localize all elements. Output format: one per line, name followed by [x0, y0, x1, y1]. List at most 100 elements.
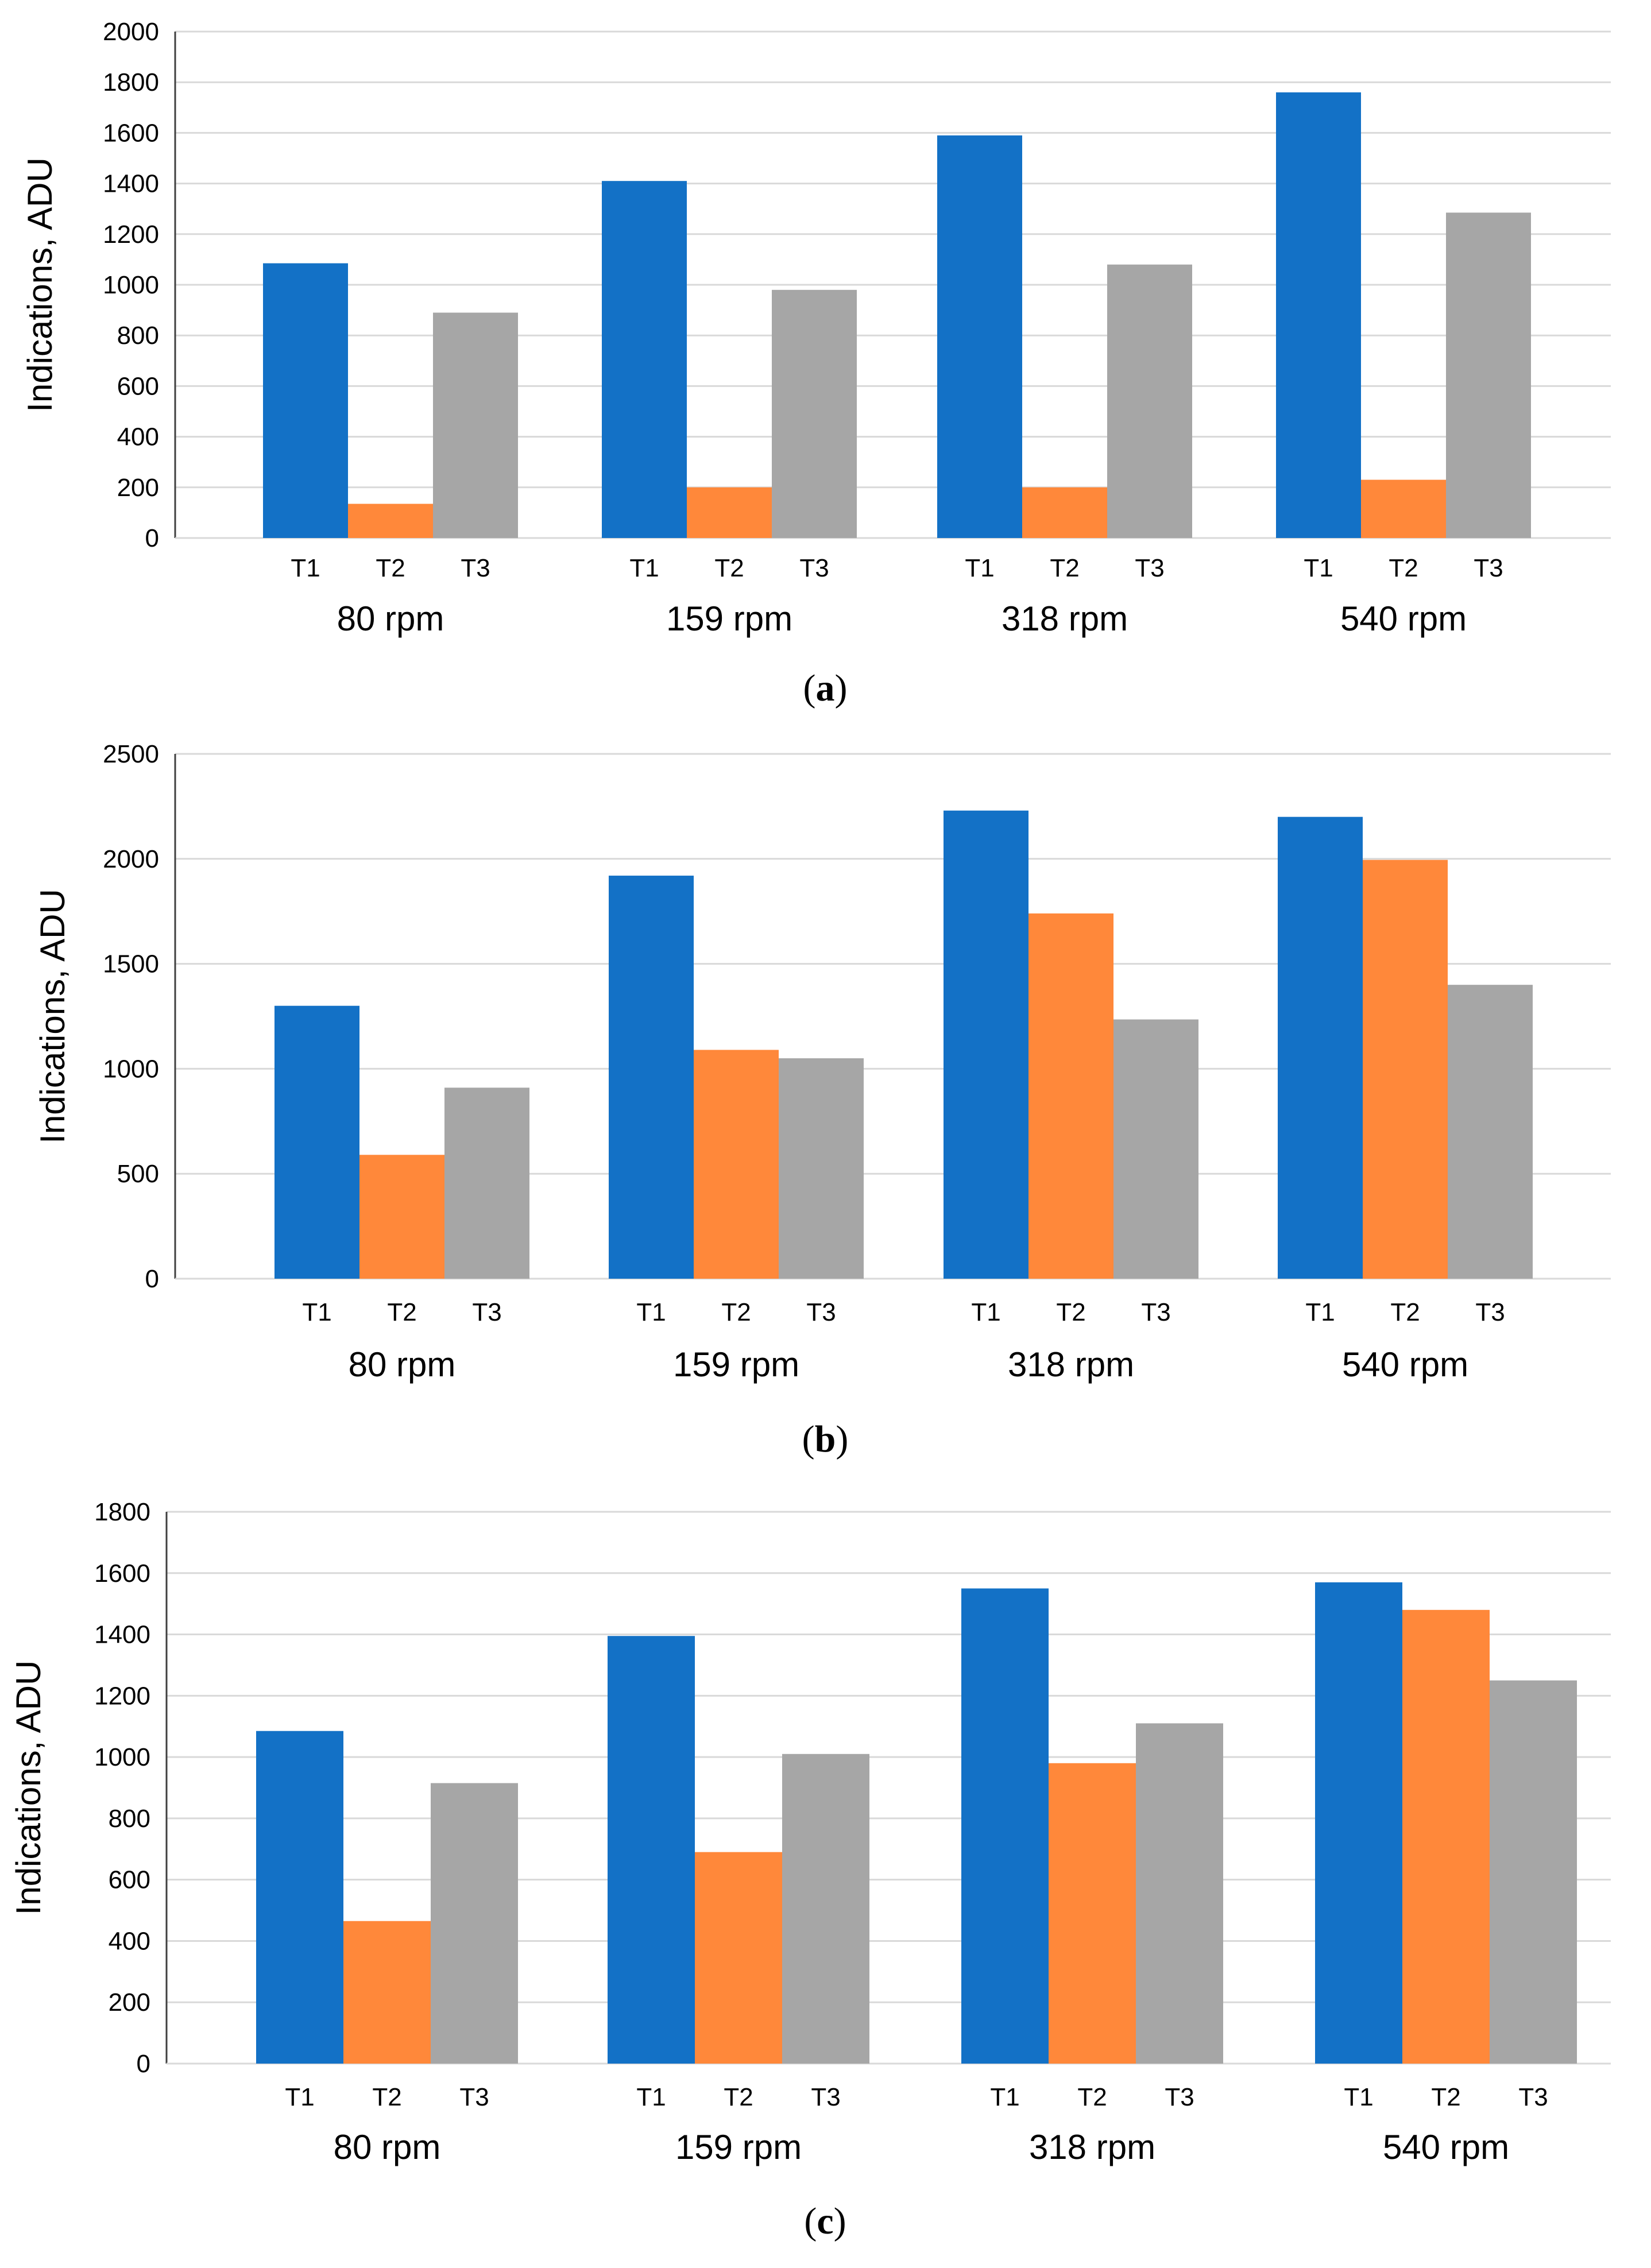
x-sub-label-t1: T1: [965, 554, 994, 582]
bar-t2-159-rpm: [687, 487, 772, 538]
y-tick-label: 1000: [103, 1055, 159, 1083]
y-tick-label: 1200: [94, 1682, 150, 1710]
x-sub-label-t1: T1: [971, 1298, 1000, 1326]
x-sub-label-t1: T1: [1305, 1298, 1335, 1326]
y-tick-label: 1400: [94, 1621, 150, 1649]
x-sub-label-t3: T3: [1135, 554, 1164, 582]
x-sub-label-t3: T3: [1474, 554, 1503, 582]
bar-t3-80-rpm: [433, 312, 518, 538]
x-group-label: 540 rpm: [1383, 2128, 1509, 2166]
y-tick-label: 200: [109, 1988, 150, 2017]
bar-t2-80-rpm: [348, 504, 433, 538]
y-tick-label: 0: [145, 1265, 159, 1293]
x-group-label: 318 rpm: [1008, 1345, 1134, 1384]
y-axis-title: Indications, ADU: [21, 157, 59, 412]
chart-panel-a: 0 200 400 600 800 1000 1200 1400 1600 1800 2000 Ind…: [21, 18, 1611, 709]
bar-t1-159-rpm: [608, 1636, 695, 2064]
x-sub-label-t3: T3: [811, 2083, 840, 2111]
x-group-label: 80 rpm: [349, 1345, 456, 1384]
bar-t3-80-rpm: [444, 1087, 529, 1279]
y-tick-label: 500: [117, 1160, 159, 1188]
x-sub-label-t3: T3: [459, 2083, 489, 2111]
bar-t3-159-rpm: [779, 1058, 864, 1279]
x-sub-label-t2: T2: [1050, 554, 1079, 582]
x-sub-label-t2: T2: [714, 554, 744, 582]
bar-t1-318-rpm: [937, 135, 1022, 538]
bar-t1-80-rpm: [263, 263, 348, 538]
bar-t1-80-rpm: [274, 1005, 359, 1279]
chart-panel-c: 0 200 400 600 800 1000 1200 1400 1600 1800 Indicat…: [9, 1498, 1611, 2242]
y-tick-label: 2000: [103, 845, 159, 873]
y-tick-label: 0: [145, 524, 159, 552]
bar-t2-540-rpm: [1363, 860, 1448, 1279]
x-sub-label-t2: T2: [721, 1298, 751, 1326]
y-axis-title: Indications, ADU: [9, 1661, 48, 1915]
x-group-label: 540 rpm: [1342, 1345, 1468, 1384]
y-tick-label: 1200: [103, 220, 159, 249]
x-sub-label-t2: T2: [1077, 2083, 1107, 2111]
y-tick-label: 1400: [103, 170, 159, 198]
bar-t2-318-rpm: [1022, 487, 1107, 538]
y-tick-label: 600: [109, 1866, 150, 1894]
y-tick-label: 1600: [103, 119, 159, 147]
bar-t1-540-rpm: [1278, 816, 1363, 1279]
bar-t1-318-rpm: [944, 810, 1029, 1279]
bar-t2-159-rpm: [694, 1050, 779, 1279]
bar-t1-80-rpm: [256, 1731, 343, 2064]
y-tick-label: 800: [109, 1805, 150, 1833]
y-tick-label: 200: [117, 474, 159, 502]
panel-caption: (a): [803, 667, 848, 709]
bar-t3-159-rpm: [782, 1754, 869, 2064]
bar-t1-318-rpm: [961, 1588, 1049, 2064]
y-tick-label: 400: [117, 423, 159, 451]
bar-t3-318-rpm: [1107, 264, 1192, 538]
bar-t3-318-rpm: [1113, 1019, 1198, 1279]
bar-t2-540-rpm: [1361, 479, 1446, 538]
x-sub-label-t3: T3: [1165, 2083, 1194, 2111]
y-tick-label: 1600: [94, 1559, 150, 1588]
x-sub-label-t1: T1: [285, 2083, 314, 2111]
x-sub-label-t3: T3: [1475, 1298, 1505, 1326]
y-tick-label: 2500: [103, 740, 159, 768]
bar-t2-80-rpm: [359, 1155, 444, 1279]
bar-t2-318-rpm: [1029, 913, 1113, 1279]
x-sub-label-t2: T2: [387, 1298, 416, 1326]
x-sub-label-t2: T2: [1389, 554, 1418, 582]
bar-t3-318-rpm: [1136, 1723, 1223, 2064]
x-sub-label-t2: T2: [1431, 2083, 1460, 2111]
x-sub-label-t1: T1: [302, 1298, 331, 1326]
bar-t1-159-rpm: [609, 876, 694, 1279]
y-tick-label: 1000: [94, 1743, 150, 1771]
x-sub-label-t2: T2: [376, 554, 405, 582]
y-tick-label: 1000: [103, 271, 159, 299]
x-sub-label-t3: T3: [461, 554, 490, 582]
x-sub-label-t3: T3: [799, 554, 829, 582]
x-sub-label-t1: T1: [629, 554, 659, 582]
x-sub-label-t3: T3: [472, 1298, 501, 1326]
x-group-label: 80 rpm: [337, 599, 444, 638]
y-tick-label: 1800: [94, 1498, 150, 1526]
x-group-label: 80 rpm: [334, 2128, 441, 2166]
x-sub-label-t2: T2: [372, 2083, 401, 2111]
bar-t1-540-rpm: [1276, 92, 1361, 539]
bar-t3-540-rpm: [1446, 212, 1531, 538]
bar-t3-540-rpm: [1448, 985, 1533, 1279]
y-tick-label: 2000: [103, 18, 159, 46]
x-sub-label-t2: T2: [1390, 1298, 1420, 1326]
y-axis-title: Indications, ADU: [33, 889, 72, 1144]
x-sub-label-t1: T1: [291, 554, 320, 582]
x-sub-label-t1: T1: [1304, 554, 1333, 582]
y-tick-label: 800: [117, 322, 159, 350]
x-group-label: 159 rpm: [666, 599, 792, 638]
x-sub-label-t1: T1: [1344, 2083, 1373, 2111]
panel-caption: (c): [804, 2200, 846, 2242]
bar-t3-159-rpm: [772, 289, 857, 538]
x-sub-label-t1: T1: [636, 1298, 666, 1326]
x-group-label: 159 rpm: [675, 2128, 802, 2166]
y-tick-label: 400: [109, 1927, 150, 1955]
x-group-label: 318 rpm: [1029, 2128, 1155, 2166]
x-group-label: 540 rpm: [1340, 599, 1467, 638]
bar-t1-540-rpm: [1315, 1582, 1402, 2064]
y-tick-label: 1800: [103, 68, 159, 96]
x-sub-label-t1: T1: [990, 2083, 1019, 2111]
